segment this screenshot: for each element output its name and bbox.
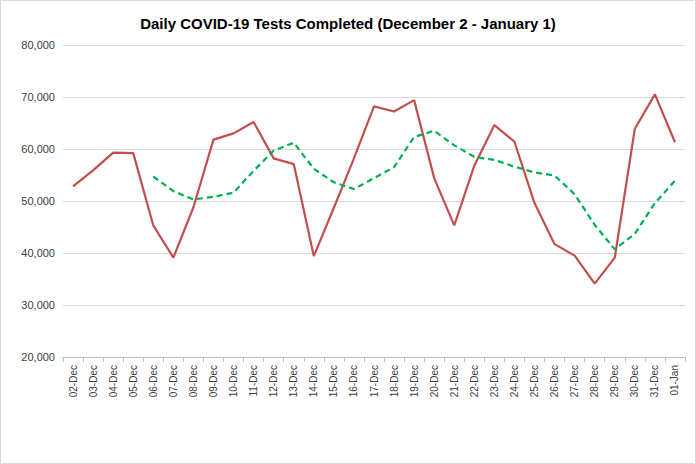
- svg-text:10-Dec: 10-Dec: [228, 365, 239, 397]
- svg-text:05-Dec: 05-Dec: [128, 365, 139, 397]
- svg-text:11-Dec: 11-Dec: [248, 365, 259, 397]
- svg-text:27-Dec: 27-Dec: [569, 365, 580, 397]
- svg-text:80,000: 80,000: [21, 39, 55, 51]
- svg-text:03-Dec: 03-Dec: [88, 365, 99, 397]
- svg-text:20-Dec: 20-Dec: [429, 365, 440, 397]
- svg-text:23-Dec: 23-Dec: [489, 365, 500, 397]
- svg-text:19-Dec: 19-Dec: [409, 365, 420, 397]
- svg-text:26-Dec: 26-Dec: [549, 365, 560, 397]
- svg-text:08-Dec: 08-Dec: [188, 365, 199, 397]
- svg-text:17-Dec: 17-Dec: [369, 365, 380, 397]
- svg-text:15-Dec: 15-Dec: [328, 365, 339, 397]
- svg-text:60,000: 60,000: [21, 143, 55, 155]
- svg-text:12-Dec: 12-Dec: [268, 365, 279, 397]
- svg-text:70,000: 70,000: [21, 91, 55, 103]
- svg-text:30,000: 30,000: [21, 299, 55, 311]
- svg-text:24-Dec: 24-Dec: [509, 365, 520, 397]
- svg-text:02-Dec: 02-Dec: [68, 365, 79, 397]
- svg-text:06-Dec: 06-Dec: [148, 365, 159, 397]
- svg-text:21-Dec: 21-Dec: [449, 365, 460, 397]
- svg-text:09-Dec: 09-Dec: [208, 365, 219, 397]
- svg-text:31-Dec: 31-Dec: [649, 365, 660, 397]
- svg-text:30-Dec: 30-Dec: [629, 365, 640, 397]
- svg-text:40,000: 40,000: [21, 247, 55, 259]
- svg-text:13-Dec: 13-Dec: [288, 365, 299, 397]
- svg-text:01-Jan: 01-Jan: [669, 365, 680, 396]
- svg-text:14-Dec: 14-Dec: [308, 365, 319, 397]
- svg-text:29-Dec: 29-Dec: [609, 365, 620, 397]
- svg-text:04-Dec: 04-Dec: [108, 365, 119, 397]
- svg-text:07-Dec: 07-Dec: [168, 365, 179, 397]
- svg-text:Daily COVID-19 Tests Completed: Daily COVID-19 Tests Completed (December…: [140, 15, 556, 32]
- svg-text:16-Dec: 16-Dec: [348, 365, 359, 397]
- svg-text:20,000: 20,000: [21, 351, 55, 363]
- svg-text:50,000: 50,000: [21, 195, 55, 207]
- svg-text:28-Dec: 28-Dec: [589, 365, 600, 397]
- svg-text:22-Dec: 22-Dec: [469, 365, 480, 397]
- svg-text:25-Dec: 25-Dec: [529, 365, 540, 397]
- svg-text:18-Dec: 18-Dec: [389, 365, 400, 397]
